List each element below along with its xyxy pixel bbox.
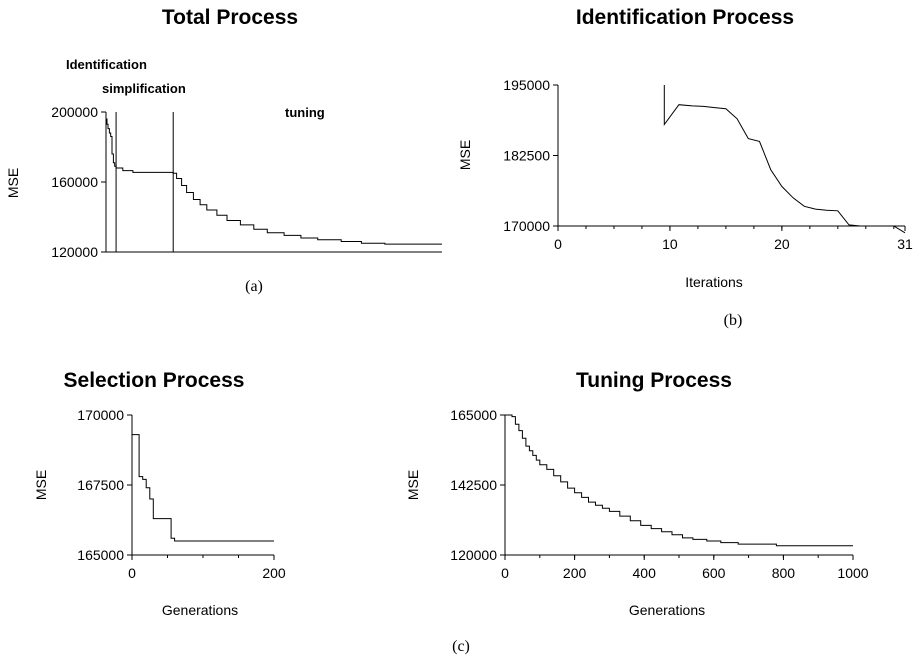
- plot-area: 170000 182500 195000 0 10 20 31: [503, 77, 913, 252]
- y-tick-label: 165000: [77, 547, 124, 563]
- y-tick-label: 200000: [51, 104, 98, 120]
- panel-label-c: (c): [452, 638, 470, 655]
- y-tick-label: 195000: [503, 77, 550, 93]
- x-tick-label: 600: [702, 565, 726, 581]
- series-line: [132, 434, 274, 542]
- chart-selection-process: Selection Process MSE 165000 167500 170000…: [33, 369, 286, 618]
- y-tick-label: 120000: [450, 547, 497, 563]
- chart-title: Selection Process: [64, 369, 245, 392]
- x-tick-label: 1000: [837, 565, 868, 581]
- x-tick-label: 0: [128, 565, 136, 581]
- x-tick-label: 0: [501, 565, 509, 581]
- y-axis-label: MSE: [405, 470, 421, 500]
- panel-label-a: (a): [245, 278, 263, 295]
- y-axis-label: MSE: [5, 168, 21, 198]
- phase-label-tuning: tuning: [285, 105, 325, 120]
- y-tick-label: 160000: [51, 174, 98, 190]
- x-axis-label: Generations: [629, 602, 705, 618]
- y-tick-label: 170000: [503, 218, 550, 234]
- x-tick-label: 0: [554, 236, 562, 252]
- y-axis-label: MSE: [33, 470, 49, 500]
- plot-area: 165000 167500 170000 0 200: [77, 407, 286, 581]
- x-axis-label: Iterations: [685, 274, 743, 290]
- plot-area: 120000 142500 165000 0 200 400 600 800 1000: [450, 407, 868, 581]
- x-tick-label: 800: [772, 565, 796, 581]
- chart-title: Identification Process: [576, 6, 794, 29]
- x-axis-label: Generations: [162, 602, 238, 618]
- x-tick-label: 20: [774, 236, 790, 252]
- y-tick-label: 167500: [77, 477, 124, 493]
- series-line: [106, 118, 442, 245]
- phase-label-simplification: simplification: [102, 81, 186, 96]
- plot-area: 120000 160000 200000: [51, 104, 442, 260]
- panel-label-b: (b): [724, 312, 743, 329]
- chart-total-process: Total Process Identification simplificat…: [5, 6, 442, 295]
- chart-identification-process: Identification Process MSE 1700001825001…: [457, 6, 913, 329]
- series-line: [663, 85, 906, 234]
- x-tick-label: 200: [563, 565, 587, 581]
- chart-title: Total Process: [162, 6, 298, 29]
- y-axis-label: MSE: [457, 140, 473, 170]
- series-line: [505, 414, 853, 547]
- y-tick-label: 170000: [77, 407, 124, 423]
- x-tick-label: 31: [897, 236, 913, 252]
- y-tick-label: 142500: [450, 477, 497, 493]
- x-tick-label: 10: [662, 236, 678, 252]
- y-tick-label: 182500: [503, 148, 550, 164]
- y-tick-label: 120000: [51, 244, 98, 260]
- y-tick-label: 165000: [450, 407, 497, 423]
- x-tick-label: 400: [633, 565, 657, 581]
- chart-tuning-process: Tuning Process MSE 120000 142500 165000 0 20…: [405, 369, 869, 655]
- phase-label-identification: Identification: [66, 57, 147, 72]
- x-tick-label: 200: [262, 565, 286, 581]
- chart-title: Tuning Process: [576, 369, 732, 392]
